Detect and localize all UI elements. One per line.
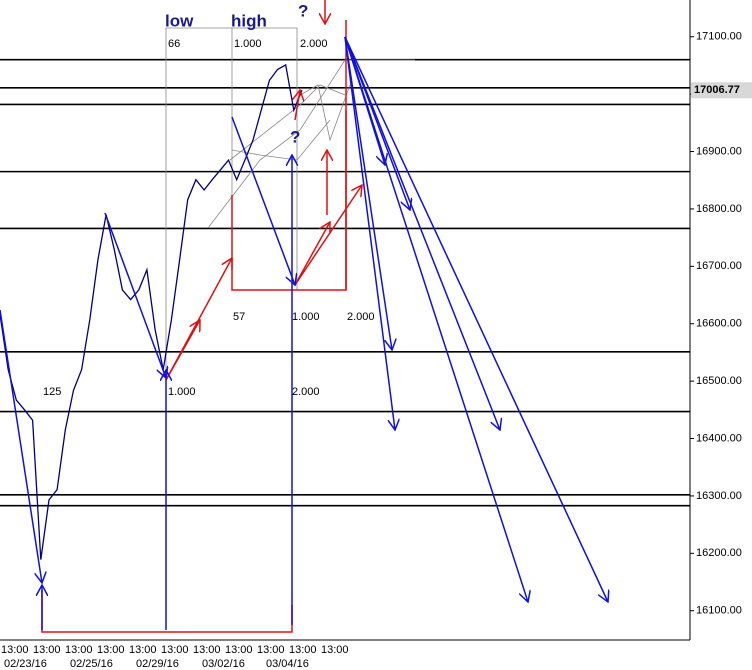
x-date-label: 02/29/16 [136,658,179,670]
y-tick-label: 17100.00 [696,31,742,43]
x-time-label: 13:00 [33,644,61,656]
x-time-label: 13:00 [129,644,157,656]
last-price-label: 17006.77 [694,84,740,96]
y-tick-label: 16900.00 [696,145,742,157]
x-time-label: 13:00 [97,644,125,656]
y-tick-label: 16700.00 [696,260,742,272]
annotation: 2.000 [300,38,328,50]
annotation: 125 [43,386,61,398]
x-time-label: 13:00 [65,644,93,656]
annotation: ? [298,1,308,20]
x-time-label: 13:00 [225,644,253,656]
x-date-label: 02/23/16 [4,658,47,670]
price-series [0,63,303,560]
x-date-label: 02/25/16 [70,658,113,670]
x-time-label: 13:00 [257,644,285,656]
blue-annotations [0,36,608,630]
annotation: 66 [168,38,180,50]
axis-labels: 16100.00 16200.00 16300.00 16400.00 16500.00… [1,31,752,670]
x-time-label: 13:00 [193,644,221,656]
x-time-label: 13:00 [289,644,317,656]
annotations: low high? 66 1.000 2.000? 57 1.000 2.000 125 1.00… [43,1,375,397]
last-price-box [691,82,752,99]
x-time-label: 13:00 [1,644,29,656]
annotation: 2.000 [292,386,320,398]
y-tick-label: 16600.00 [696,318,742,330]
annotation: ? [290,127,300,146]
annotation: 1.000 [292,311,320,323]
y-tick-label: 16500.00 [696,375,742,387]
horizontal-levels [0,58,690,507]
x-time-label: 13:00 [321,644,349,656]
x-date-label: 03/04/16 [266,658,309,670]
x-time-label: 13:00 [161,644,189,656]
y-tick-label: 16400.00 [696,432,742,444]
fib-grey-lines [165,27,415,380]
annotation: 57 [233,311,245,323]
annotation: 1.000 [168,386,196,398]
y-tick-label: 16300.00 [696,490,742,502]
y-tick-label: 16800.00 [696,203,742,215]
price-line [0,63,303,560]
annotation: 1.000 [234,38,262,50]
x-date-label: 03/02/16 [202,658,245,670]
annotation: 2.000 [347,311,375,323]
annotation: high [231,11,267,30]
y-tick-label: 16100.00 [696,605,742,617]
y-tick-label: 16200.00 [696,547,742,559]
annotation: low [165,11,194,30]
